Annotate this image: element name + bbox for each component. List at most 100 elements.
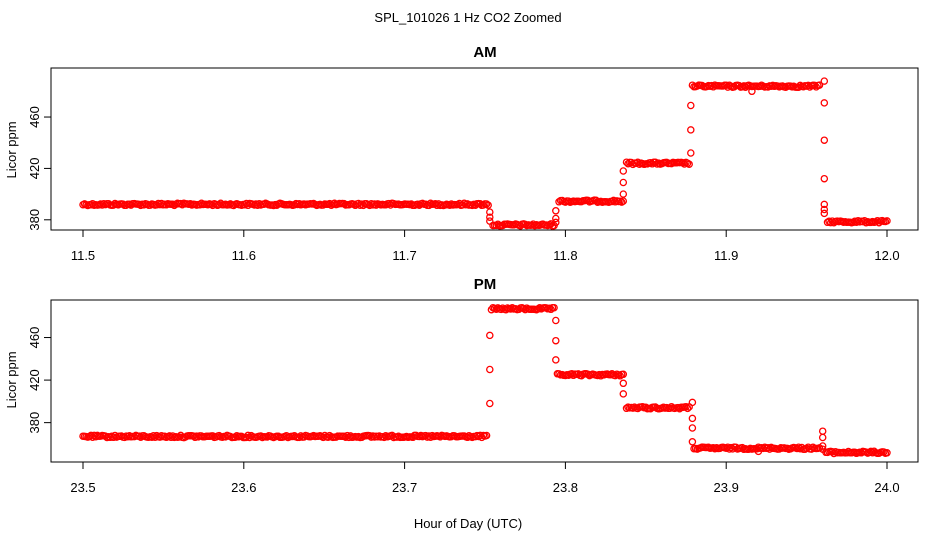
am-transition-point	[619, 167, 628, 175]
am-transition-point	[552, 214, 560, 223]
am-panel-title: AM	[473, 44, 496, 61]
am-series-segment	[79, 199, 492, 210]
am-transition-point	[687, 126, 695, 134]
am-transition-point	[486, 217, 494, 225]
pm-data-point	[883, 449, 891, 457]
pm-transition-point	[552, 316, 560, 325]
pm-transition-point	[688, 438, 697, 446]
am-series-segment	[622, 158, 693, 169]
pm-x-tick-label: 23.8	[553, 480, 578, 495]
pm-x-tick-label: 24.0	[874, 480, 899, 495]
am-data-point	[634, 158, 642, 167]
am-series-segment	[823, 216, 891, 227]
am-transition-point	[486, 213, 494, 221]
x-axis-label: Hour of Day (UTC)	[414, 516, 522, 531]
am-transition-point	[687, 149, 695, 157]
pm-data-point	[880, 448, 888, 456]
pm-series-segment	[553, 369, 628, 380]
am-series-segment	[688, 81, 824, 91]
am-transition-point	[552, 218, 560, 227]
pm-transition-point	[619, 390, 628, 398]
pm-transition-point	[552, 356, 560, 364]
am-x-tick-label: 11.7	[392, 248, 416, 263]
am-transition-point	[820, 174, 829, 183]
pm-transition-point	[619, 379, 628, 388]
am-y-tick-label: 380	[27, 209, 42, 231]
am-data-point	[619, 197, 628, 205]
am-series-segment	[555, 196, 628, 206]
am-panel: AM Licor ppm 11.5 11.6 11.7 11.8 11.9 12.0 380…	[4, 44, 919, 263]
am-transition-point	[820, 136, 829, 144]
am-x-tick-label: 12.0	[874, 248, 899, 263]
pm-data-point	[502, 305, 510, 314]
pm-y-tick-label: 380	[27, 412, 42, 434]
pm-data-point	[683, 404, 692, 413]
pm-data-point	[295, 433, 303, 442]
am-transition-point	[820, 99, 829, 107]
am-plot-frame	[50, 67, 919, 231]
pm-transition-point	[818, 442, 827, 450]
pm-transition-point	[688, 398, 697, 407]
am-x-tick-label: 11.9	[714, 248, 738, 263]
pm-data-point	[550, 303, 558, 312]
am-transition-point	[552, 207, 560, 215]
pm-transition-point	[818, 427, 827, 435]
am-transition-point	[619, 190, 628, 198]
am-data-point	[722, 81, 730, 89]
pm-transition-point	[688, 414, 697, 423]
pm-data-point	[725, 445, 734, 453]
am-y-tick-label: 460	[27, 106, 42, 128]
am-x-tick-label: 11.6	[232, 248, 256, 263]
pm-data-point	[682, 402, 690, 411]
am-y-axis-label: Licor ppm	[4, 121, 19, 178]
pm-transition-point	[818, 433, 827, 442]
am-data-point	[482, 200, 491, 208]
am-transition-point	[820, 209, 829, 218]
am-transition-point	[619, 178, 628, 187]
pm-x-tick-label: 23.7	[392, 480, 417, 495]
am-data-point	[815, 81, 824, 89]
am-transition-point	[748, 87, 756, 96]
pm-series-segment	[822, 447, 891, 458]
am-x-tick-label: 11.8	[553, 248, 577, 263]
am-transition-point	[820, 77, 829, 85]
am-x-tick-label: 11.5	[71, 248, 95, 263]
am-data-point	[479, 201, 488, 209]
pm-y-axis-label: Licor ppm	[4, 351, 19, 408]
pm-data-point	[545, 304, 554, 312]
pm-data-point	[619, 370, 628, 379]
am-series-segment	[489, 220, 558, 230]
pm-transition-point	[818, 445, 827, 453]
pm-series-segment	[622, 402, 693, 413]
am-data-point	[685, 160, 693, 168]
pm-transition-point	[486, 365, 494, 374]
pm-data-point	[597, 372, 605, 380]
pm-y-tick-label: 420	[27, 369, 42, 391]
am-y-tick-label: 420	[27, 158, 42, 180]
pm-transition-point	[486, 399, 494, 408]
am-transition-point	[486, 208, 494, 216]
am-transition-point	[687, 101, 695, 110]
pm-series-segment	[79, 431, 491, 442]
pm-panel: PM Licor ppm 23.5 23.6 23.7 23.8 23.9 24.0 380…	[4, 276, 919, 495]
pm-transition-point	[486, 331, 494, 340]
am-data-point	[883, 217, 891, 225]
am-transition-point	[820, 205, 829, 214]
pm-panel-title: PM	[474, 276, 497, 293]
pm-plot-frame	[50, 299, 919, 463]
am-data-point	[810, 81, 819, 90]
pm-series-segment	[487, 303, 558, 314]
pm-transition-point	[754, 447, 763, 456]
am-data-point	[680, 160, 689, 168]
pm-data-point	[867, 447, 875, 456]
pm-y-tick-label: 460	[27, 327, 42, 349]
figure-title: SPL_101026 1 Hz CO2 Zoomed	[374, 10, 561, 25]
am-transition-point	[820, 200, 829, 209]
pm-transition-point	[688, 424, 697, 432]
pm-data-point	[482, 431, 491, 440]
pm-data-point	[319, 433, 327, 442]
pm-x-tick-label: 23.6	[231, 480, 256, 495]
am-data-point	[622, 158, 631, 166]
pm-series-segment	[690, 443, 824, 454]
